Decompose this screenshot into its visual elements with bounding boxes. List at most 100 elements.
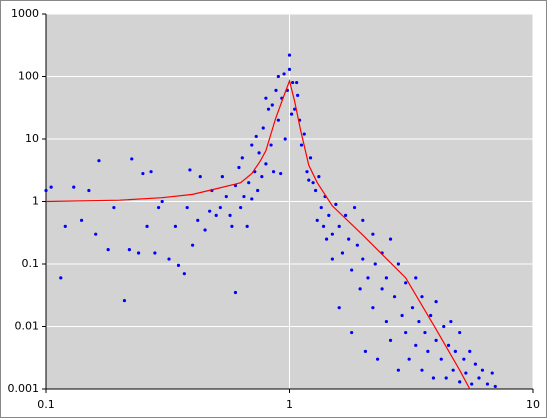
point	[245, 224, 249, 228]
point	[407, 357, 411, 361]
point	[396, 262, 400, 266]
point	[423, 330, 427, 335]
point	[485, 382, 490, 386]
point	[257, 151, 261, 155]
point	[361, 257, 365, 261]
point	[404, 281, 408, 285]
point	[266, 107, 271, 111]
point	[279, 171, 283, 176]
point	[283, 137, 287, 141]
point	[240, 156, 244, 160]
point	[191, 243, 195, 247]
point	[233, 290, 238, 295]
point	[141, 171, 145, 176]
point	[167, 257, 171, 261]
point	[384, 319, 388, 324]
point	[136, 251, 141, 255]
point	[449, 319, 453, 324]
point	[388, 237, 393, 241]
point	[337, 306, 341, 310]
point	[59, 276, 63, 280]
point	[196, 218, 200, 222]
point	[112, 205, 116, 210]
point	[453, 349, 457, 353]
point	[87, 188, 91, 193]
point	[384, 276, 388, 280]
point	[63, 224, 67, 228]
point	[208, 209, 212, 213]
point	[358, 287, 362, 291]
point	[291, 80, 295, 85]
point	[247, 181, 251, 185]
point	[94, 232, 98, 236]
point	[350, 268, 354, 272]
point	[287, 67, 292, 71]
point	[350, 330, 354, 335]
point	[439, 357, 443, 361]
point	[324, 237, 329, 241]
point	[417, 319, 421, 324]
point	[493, 384, 497, 389]
point	[462, 357, 466, 361]
point	[254, 134, 258, 139]
point	[276, 74, 280, 79]
point	[289, 112, 294, 116]
point	[188, 168, 192, 172]
point	[355, 243, 359, 247]
point	[330, 232, 334, 236]
point	[317, 175, 321, 179]
point	[371, 306, 375, 310]
point	[230, 224, 234, 228]
point	[426, 349, 430, 353]
point	[72, 185, 76, 189]
point	[295, 80, 299, 85]
point	[274, 88, 278, 92]
point	[337, 224, 341, 228]
point	[330, 257, 334, 261]
point	[270, 103, 274, 107]
point	[149, 170, 153, 174]
point	[464, 371, 468, 375]
point	[145, 224, 149, 228]
point	[371, 232, 375, 236]
point	[305, 170, 309, 174]
point	[470, 382, 474, 386]
y-tick-label: 1000	[11, 7, 39, 20]
point	[160, 199, 164, 204]
point	[414, 343, 418, 347]
point	[434, 338, 438, 342]
point	[308, 156, 313, 160]
point	[314, 188, 318, 193]
point	[420, 295, 424, 299]
point	[106, 247, 110, 252]
point	[477, 376, 481, 380]
point	[315, 218, 319, 222]
point	[264, 96, 268, 100]
point	[473, 362, 477, 366]
point	[287, 53, 292, 57]
point	[250, 197, 254, 201]
point	[44, 188, 48, 193]
point	[327, 213, 331, 217]
y-tick-label: 1	[32, 195, 39, 208]
point	[373, 262, 377, 266]
point	[282, 72, 286, 76]
point	[264, 162, 268, 166]
point	[293, 107, 297, 111]
point	[414, 276, 418, 280]
point	[319, 205, 323, 210]
point	[451, 368, 455, 372]
point	[446, 343, 451, 347]
y-tick-label: 100	[18, 70, 39, 83]
point	[49, 185, 53, 189]
point	[176, 263, 181, 267]
point	[260, 175, 264, 179]
point	[130, 157, 134, 161]
point	[218, 205, 222, 210]
point	[444, 376, 448, 380]
point	[276, 118, 280, 122]
point	[224, 194, 228, 199]
point	[366, 276, 370, 280]
point	[239, 205, 243, 210]
